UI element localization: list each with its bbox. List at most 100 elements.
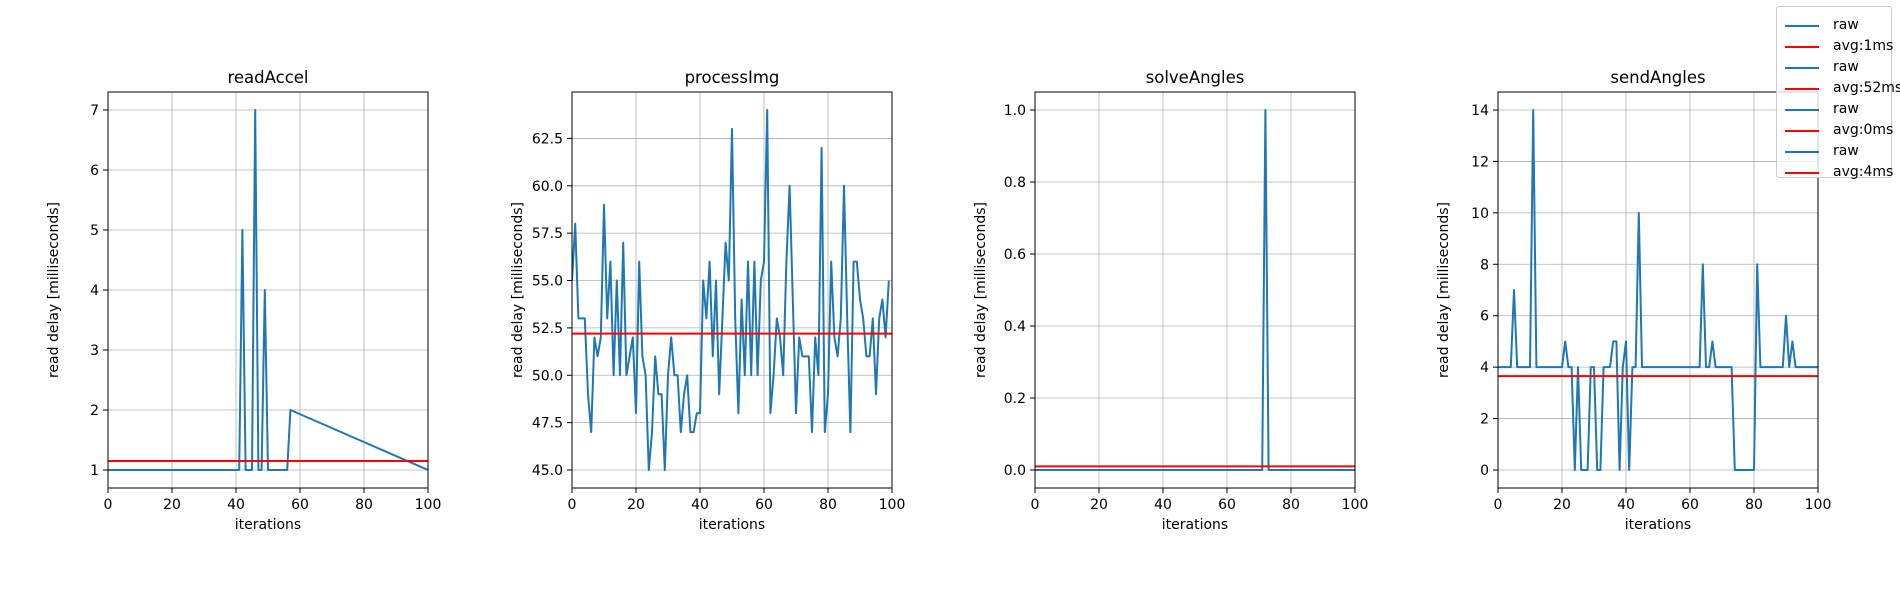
x-axis-label: iterations bbox=[699, 517, 765, 533]
chart-title: sendAngles bbox=[1610, 68, 1705, 87]
legend-label: raw bbox=[1833, 59, 1859, 75]
legend-label: avg:52ms bbox=[1833, 80, 1900, 96]
y-tick-label: 62.5 bbox=[532, 131, 563, 147]
legend-swatch bbox=[1785, 67, 1819, 69]
y-tick-label: 0.2 bbox=[1004, 391, 1026, 407]
y-tick-label: 10 bbox=[1471, 206, 1489, 222]
x-tick-label: 20 bbox=[1553, 497, 1571, 513]
grid bbox=[1034, 92, 1356, 488]
y-tick-label: 45.0 bbox=[532, 463, 563, 479]
chart-title: solveAngles bbox=[1146, 68, 1245, 87]
x-tick-label: 0 bbox=[568, 497, 577, 513]
y-tick-label: 47.5 bbox=[532, 416, 563, 432]
legend-swatch bbox=[1785, 172, 1819, 174]
chart-panel-1: 0 20 40 60 80 100 1 2 3 4 5 6 7 readAccel iterations re… bbox=[46, 68, 441, 533]
legend-swatch bbox=[1785, 88, 1819, 90]
x-tick-label: 60 bbox=[291, 497, 309, 513]
x-tick-label: 20 bbox=[1090, 497, 1108, 513]
y-tick-label: 5 bbox=[90, 223, 99, 239]
y-tick-label: 6 bbox=[1480, 309, 1489, 325]
y-tick-label: 50.0 bbox=[532, 368, 563, 384]
chart-panel-4: 0 20 40 60 80 100 0 2 4 6 8 10 12 14 sendAngles iterati… bbox=[1436, 68, 1831, 533]
legend-label: raw bbox=[1833, 143, 1859, 159]
y-tick-label: 2 bbox=[90, 403, 99, 419]
legend-swatch bbox=[1785, 151, 1819, 153]
legend-swatch bbox=[1785, 25, 1819, 27]
legend-swatch bbox=[1785, 130, 1819, 132]
y-tick-label: 2 bbox=[1480, 412, 1489, 428]
legend-swatch bbox=[1785, 46, 1819, 48]
y-tick-label: 14 bbox=[1471, 103, 1489, 119]
grid bbox=[1497, 92, 1819, 488]
series-group bbox=[108, 109, 428, 471]
series-group bbox=[572, 109, 892, 471]
x-tick-label: 0 bbox=[1494, 497, 1503, 513]
x-tick-label: 60 bbox=[1681, 497, 1699, 513]
y-tick-label: 1.0 bbox=[1004, 103, 1026, 119]
x-tick-label: 100 bbox=[415, 497, 442, 513]
x-tick-label: 60 bbox=[755, 497, 773, 513]
y-tick-label: 0.4 bbox=[1004, 319, 1026, 335]
x-tick-label: 40 bbox=[227, 497, 245, 513]
legend: raw avg:1ms raw avg:52ms raw avg:0ms raw avg:4m… bbox=[1776, 6, 1900, 180]
x-tick-label: 0 bbox=[1031, 497, 1040, 513]
x-axis-label: iterations bbox=[1162, 517, 1228, 533]
chart-title: processImg bbox=[685, 68, 780, 87]
y-tick-label: 0 bbox=[1480, 463, 1489, 479]
x-tick-label: 20 bbox=[627, 497, 645, 513]
x-tick-label: 100 bbox=[1342, 497, 1369, 513]
y-tick-label: 7 bbox=[90, 103, 99, 119]
x-tick-label: 20 bbox=[163, 497, 181, 513]
y-tick-label: 55.0 bbox=[532, 274, 563, 290]
y-tick-label: 60.0 bbox=[532, 179, 563, 195]
axes-frame bbox=[1497, 91, 1819, 489]
axes-frame bbox=[1034, 91, 1356, 489]
x-axis-label: iterations bbox=[235, 517, 301, 533]
y-tick-label: 0.8 bbox=[1004, 175, 1026, 191]
axes-frame bbox=[571, 91, 893, 489]
x-axis-label: iterations bbox=[1625, 517, 1691, 533]
x-tick-label: 0 bbox=[104, 497, 113, 513]
y-tick-label: 52.5 bbox=[532, 321, 563, 337]
legend-label: avg:1ms bbox=[1833, 38, 1894, 54]
y-tick-label: 3 bbox=[90, 343, 99, 359]
x-tick-label: 60 bbox=[1218, 497, 1236, 513]
x-tick-label: 80 bbox=[1745, 497, 1763, 513]
legend-swatch bbox=[1785, 109, 1819, 111]
y-tick-label: 4 bbox=[90, 283, 99, 299]
x-tick-label: 100 bbox=[879, 497, 906, 513]
y-tick-label: 8 bbox=[1480, 257, 1489, 273]
series-line-raw bbox=[108, 109, 428, 471]
x-tick-label: 40 bbox=[1617, 497, 1635, 513]
x-tick-label: 80 bbox=[1282, 497, 1300, 513]
y-tick-label: 1 bbox=[90, 463, 99, 479]
x-tick-label: 80 bbox=[355, 497, 373, 513]
legend-label: raw bbox=[1833, 17, 1859, 33]
y-tick-label: 6 bbox=[90, 163, 99, 179]
legend-label: avg:0ms bbox=[1833, 122, 1894, 138]
legend-label: raw bbox=[1833, 101, 1859, 117]
y-tick-label: 12 bbox=[1471, 154, 1489, 170]
series-group bbox=[1498, 109, 1818, 471]
series-line-raw bbox=[1498, 109, 1818, 471]
y-axis-label: read delay [milliseconds] bbox=[46, 202, 62, 378]
legend-label: avg:4ms bbox=[1833, 164, 1894, 180]
x-tick-label: 40 bbox=[1154, 497, 1172, 513]
series-line-raw bbox=[1035, 109, 1355, 471]
y-tick-label: 4 bbox=[1480, 360, 1489, 376]
y-axis-label: read delay [milliseconds] bbox=[973, 202, 989, 378]
y-tick-label: 0.0 bbox=[1004, 463, 1026, 479]
y-tick-label: 0.6 bbox=[1004, 247, 1026, 263]
y-tick-label: 57.5 bbox=[532, 226, 563, 242]
x-tick-label: 80 bbox=[819, 497, 837, 513]
x-tick-label: 100 bbox=[1805, 497, 1832, 513]
chart-title: readAccel bbox=[227, 68, 308, 87]
series-line-raw bbox=[572, 109, 890, 471]
chart-panel-2: 0 20 40 60 80 100 45.0 47.5 50.0 52.5 55.0 57.5 60.0… bbox=[510, 68, 905, 533]
series-group bbox=[1035, 109, 1355, 471]
y-axis-label: read delay [milliseconds] bbox=[1436, 202, 1452, 378]
y-axis-label: read delay [milliseconds] bbox=[510, 202, 526, 378]
x-tick-label: 40 bbox=[691, 497, 709, 513]
chart-panel-3: 0 20 40 60 80 100 0.0 0.2 0.4 0.6 0.8 1.0 solveAngle… bbox=[973, 68, 1368, 533]
